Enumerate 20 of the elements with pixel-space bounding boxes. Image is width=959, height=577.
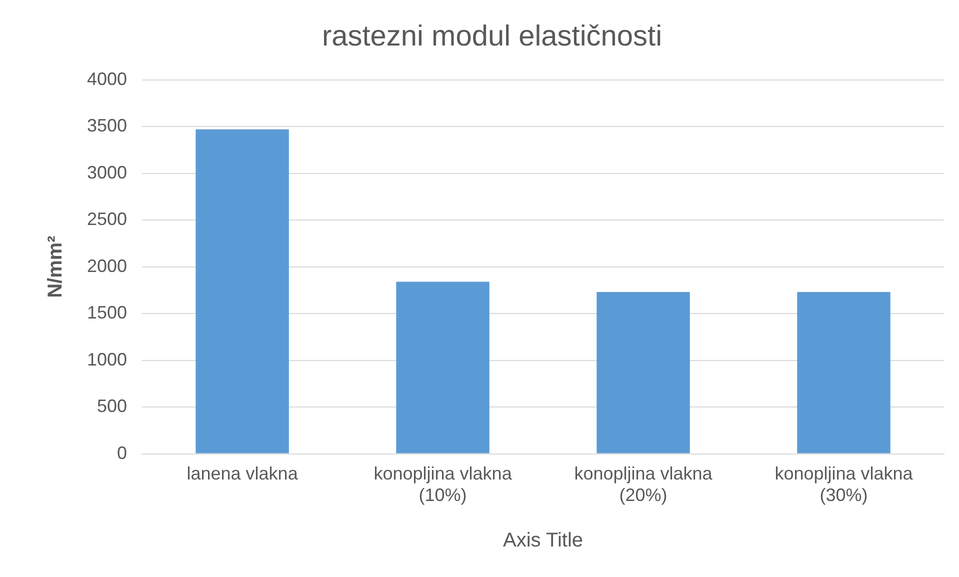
x-axis-title: Axis Title — [503, 530, 584, 552]
x-tick-label: konopljina vlakna (30%) — [774, 464, 914, 506]
y-tick-label: 0 — [117, 442, 128, 463]
x-tick-label: konopljina vlakna (10%) — [374, 464, 513, 506]
bar — [797, 292, 890, 454]
y-tick-label: 1000 — [86, 349, 128, 370]
y-tick-label: 2500 — [86, 209, 128, 230]
y-axis-title: N/mm² — [44, 235, 67, 298]
y-tick-label: 4000 — [86, 68, 128, 89]
y-tick-label: 3000 — [86, 162, 128, 182]
bar — [196, 129, 289, 454]
chart-title: rastezni modul elastičnosti — [322, 20, 662, 52]
bar — [396, 282, 490, 454]
x-tick-label: lanena vlakna — [186, 464, 299, 484]
bar — [596, 292, 690, 454]
y-tick-label: 500 — [96, 396, 128, 416]
y-tick-label: 1500 — [86, 302, 128, 323]
x-tick-label: konopljina vlakna (20%) — [574, 464, 714, 506]
y-tick-label: 2000 — [86, 256, 128, 276]
y-tick-label: 3500 — [86, 116, 128, 136]
